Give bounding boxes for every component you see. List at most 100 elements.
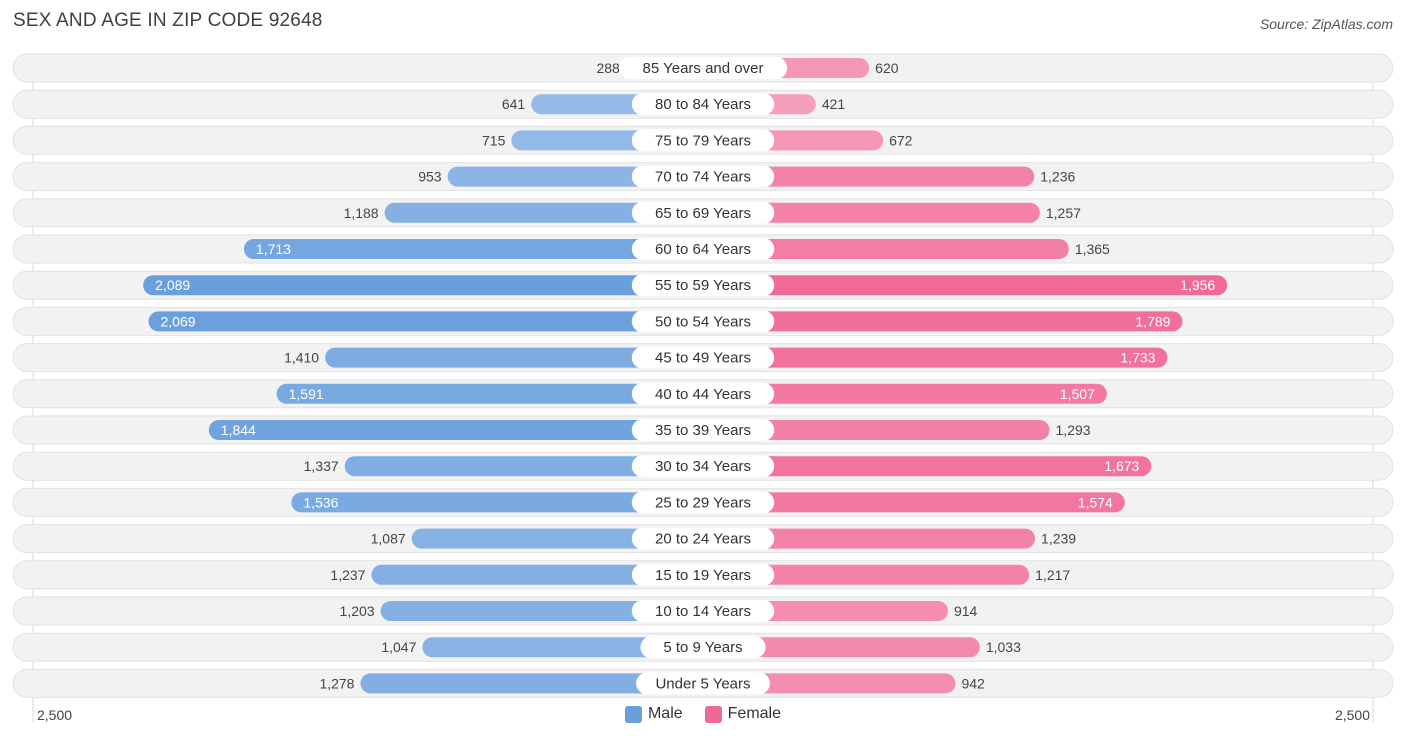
category-pill (636, 672, 770, 695)
female-value-label: 1,574 (1078, 494, 1113, 510)
category-pill (631, 274, 775, 297)
male-bar (276, 383, 703, 404)
category-pill (631, 310, 775, 333)
category-label: Under 5 Years (655, 675, 750, 692)
male-value-label: 1,087 (371, 531, 406, 547)
category-pill (631, 201, 775, 224)
category-label: 60 to 64 Years (655, 241, 751, 258)
category-pill (631, 238, 775, 260)
male-bar (143, 275, 703, 296)
female-value-label: 1,789 (1135, 313, 1170, 329)
female-bar (703, 311, 1183, 332)
male-bar (344, 456, 703, 477)
category-pill (631, 346, 775, 369)
male-value-label: 288 (596, 60, 620, 76)
female-value-label: 672 (889, 132, 913, 148)
male-bar (243, 239, 703, 259)
female-bar (703, 202, 1040, 223)
female-value-label: 914 (954, 603, 978, 619)
axis-right-label: 2,500 (1334, 707, 1370, 723)
category-pill (631, 129, 775, 152)
female-bar (703, 383, 1107, 404)
female-value-label: 1,257 (1046, 205, 1081, 221)
category-label: 35 to 39 Years (655, 422, 751, 439)
male-bar (148, 311, 703, 332)
male-value-label: 1,713 (256, 241, 291, 257)
category-pill (631, 165, 775, 188)
category-label: 10 to 14 Years (655, 603, 751, 620)
category-label: 75 to 79 Years (655, 132, 751, 149)
female-bar (703, 492, 1125, 513)
category-label: 70 to 74 Years (655, 169, 751, 186)
male-value-label: 1,278 (319, 675, 354, 691)
male-bar (291, 492, 703, 513)
male-bar (422, 637, 703, 658)
chart-title: SEX AND AGE IN ZIP CODE 92648 (13, 10, 323, 31)
female-bar (703, 239, 1069, 259)
category-pill (631, 419, 775, 441)
male-value-label: 1,337 (304, 458, 339, 474)
category-pill (631, 455, 775, 478)
category-pill (631, 491, 775, 514)
legend-label-male: Male (647, 705, 683, 722)
male-value-label: 715 (482, 132, 506, 148)
category-pill (640, 636, 766, 659)
male-value-label: 1,237 (330, 567, 365, 583)
category-pill (631, 382, 775, 405)
category-label: 80 to 84 Years (655, 96, 751, 113)
legend-swatch-male (624, 705, 642, 723)
male-value-label: 641 (502, 96, 526, 112)
category-pill (631, 600, 775, 622)
female-value-label: 1,365 (1075, 241, 1110, 257)
male-bar (371, 564, 703, 585)
female-value-label: 1,239 (1041, 531, 1076, 547)
male-value-label: 1,203 (340, 603, 375, 619)
male-bar (411, 528, 703, 549)
female-bar (703, 528, 1036, 549)
category-label: 15 to 19 Years (655, 567, 751, 584)
female-value-label: 1,733 (1120, 350, 1155, 366)
category-label: 20 to 24 Years (655, 531, 751, 548)
female-bar (703, 275, 1228, 296)
male-value-label: 2,069 (161, 313, 196, 329)
legend-item-female[interactable]: Female (704, 705, 782, 723)
male-value-label: 1,188 (344, 205, 379, 221)
category-pill (618, 57, 788, 79)
category-label: 5 to 9 Years (663, 639, 742, 656)
female-bar (703, 166, 1035, 187)
category-label: 85 Years and over (643, 60, 764, 77)
female-value-label: 1,033 (986, 639, 1021, 655)
female-value-label: 1,217 (1035, 567, 1070, 583)
female-value-label: 1,236 (1040, 169, 1075, 185)
axis-left-label: 2,500 (37, 707, 73, 723)
female-value-label: 1,293 (1056, 422, 1091, 438)
male-bar (380, 601, 703, 621)
legend-item-male[interactable]: Male (624, 705, 683, 723)
male-bar (208, 420, 704, 440)
female-bar (703, 564, 1030, 585)
legend-label-female: Female (727, 705, 782, 722)
male-bar (384, 202, 703, 223)
male-bar (360, 673, 703, 694)
category-label: 25 to 29 Years (655, 494, 751, 511)
male-value-label: 2,089 (155, 277, 190, 293)
male-value-label: 1,047 (381, 639, 416, 655)
female-value-label: 942 (961, 675, 985, 691)
female-value-label: 1,673 (1104, 458, 1139, 474)
category-pill (631, 563, 775, 586)
category-label: 50 to 54 Years (655, 313, 751, 330)
legend: Male Female (0, 705, 1406, 723)
female-value-label: 1,507 (1060, 386, 1095, 402)
male-value-label: 1,591 (289, 386, 324, 402)
source-label: Source: ZipAtlas.com (1259, 16, 1393, 32)
female-bar (703, 420, 1050, 440)
male-value-label: 1,844 (221, 422, 256, 438)
category-pill (631, 93, 775, 116)
category-pill (631, 527, 775, 550)
female-value-label: 620 (875, 60, 899, 76)
male-value-label: 953 (418, 169, 442, 185)
female-value-label: 421 (822, 96, 846, 112)
male-value-label: 1,410 (284, 350, 319, 366)
category-label: 55 to 59 Years (655, 277, 751, 294)
